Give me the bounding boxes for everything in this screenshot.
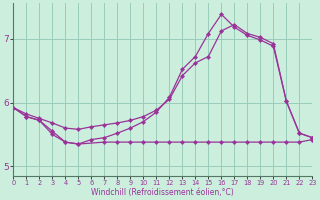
X-axis label: Windchill (Refroidissement éolien,°C): Windchill (Refroidissement éolien,°C): [92, 188, 234, 197]
